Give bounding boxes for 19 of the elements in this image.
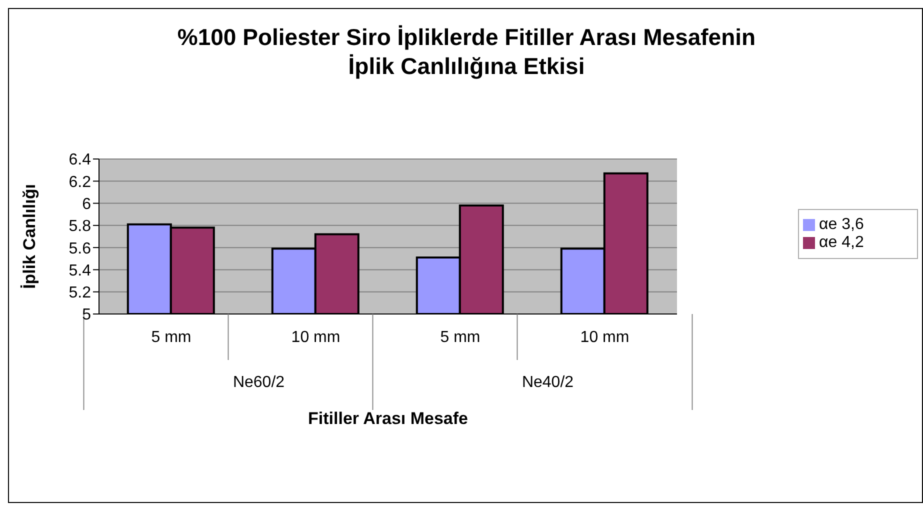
- legend-label: αe 4,2: [819, 234, 864, 251]
- text: Ne60/2: [232, 374, 285, 391]
- legend-label: αe 3,6: [819, 216, 864, 233]
- y-tick-label: 5.2: [68, 284, 92, 302]
- y-tick-label: 5.8: [68, 218, 92, 236]
- x-tick-label: 10 mm: [580, 329, 630, 346]
- y-axis-title: İplik Canlılığı: [20, 184, 40, 289]
- text: Ne40/2: [522, 374, 574, 391]
- y-tick-label: 6: [82, 196, 92, 213]
- y-tick-label: 6.2: [68, 174, 92, 191]
- y-tick-label: 5.4: [68, 262, 92, 280]
- y-tick-label: 5.6: [68, 240, 92, 258]
- y-tick-label: 6.4: [68, 152, 92, 169]
- x-axis-title: Fitiller Arası Mesafe: [308, 409, 468, 428]
- y-tick-label: 5: [82, 306, 92, 324]
- x-tick-label: 5 mm: [151, 329, 192, 346]
- x-tick-label: 10 mm: [291, 329, 340, 346]
- x-tick-label: 5 mm: [440, 329, 480, 346]
- chart-title: %100 Poliester Siro İpliklerde Fitiller Arası Mesafenin İplik Canlılığına Etkisi: [176, 23, 757, 81]
